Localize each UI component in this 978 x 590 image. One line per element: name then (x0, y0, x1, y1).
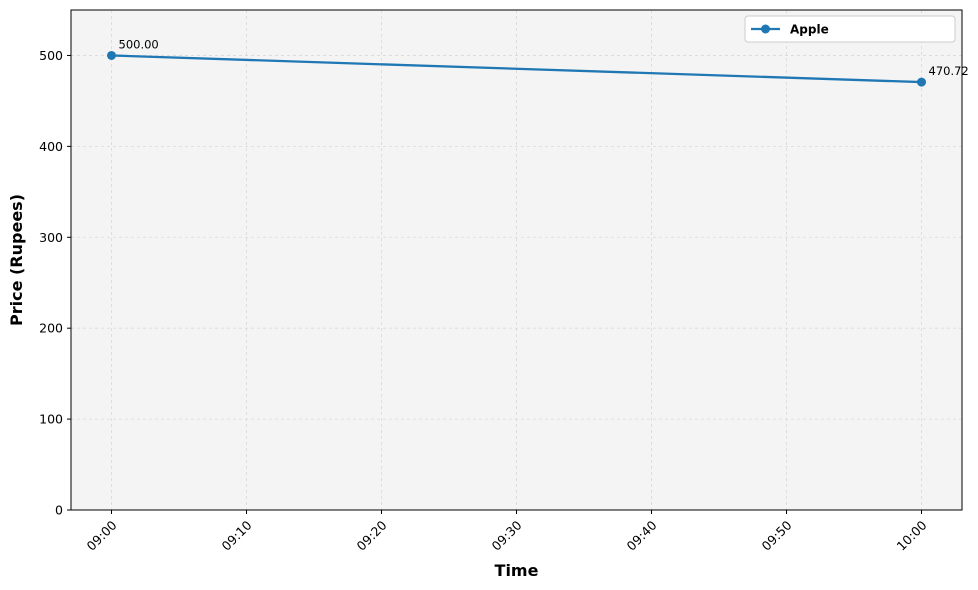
y-tick-label: 400 (39, 139, 63, 154)
labels: Time Price (Rupees) (7, 194, 539, 580)
x-tick-label: 09:20 (354, 517, 390, 553)
y-tick-label: 100 (39, 412, 63, 427)
legend: Apple (744, 15, 956, 43)
series-line-apple (111, 54, 922, 84)
x-tick-label: 09:40 (624, 517, 660, 553)
y-tick-label: 0 (55, 503, 63, 518)
y-tick-label: 200 (39, 321, 63, 336)
legend-label: Apple (790, 23, 829, 37)
x-tick-label: 09:00 (84, 517, 120, 553)
x-axis-label: Time (495, 561, 539, 580)
x-tick-label: 10:00 (894, 517, 930, 553)
data-label: 470.72 (929, 64, 969, 78)
data-point (917, 77, 926, 87)
y-tick-label: 500 (39, 48, 63, 63)
legend-marker (761, 24, 770, 34)
data-point (107, 50, 116, 60)
y-tick-label: 300 (39, 230, 63, 245)
x-tick-label: 09:50 (759, 517, 795, 553)
x-tick-label: 09:10 (219, 517, 255, 553)
data-label: 500.00 (119, 37, 159, 51)
y-axis-label: Price (Rupees) (7, 194, 26, 326)
x-tick-label: 09:30 (489, 517, 525, 553)
legend-box (744, 15, 956, 43)
series-layer: 500.00 470.72 (107, 37, 969, 87)
